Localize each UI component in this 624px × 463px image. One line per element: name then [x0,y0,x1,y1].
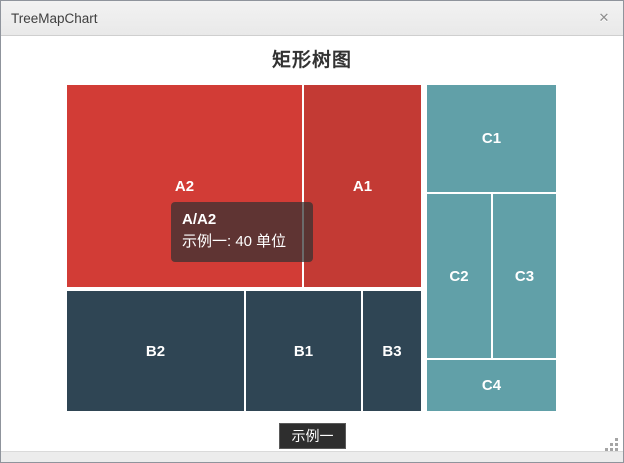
close-icon: ✕ [598,10,610,25]
window-title: TreeMapChart [11,10,98,26]
treemap-node-a1[interactable]: A1 [304,85,421,287]
treemap-node-b3[interactable]: B3 [363,291,421,411]
window-bottom-edge [1,451,623,462]
breadcrumb-legend[interactable]: 示例一 [279,423,346,449]
treemap-node-b2[interactable]: B2 [67,291,244,411]
treemap-node-c1[interactable]: C1 [427,85,556,192]
treemap-node-a2[interactable]: A2 [67,85,302,287]
close-button[interactable]: ✕ [595,9,613,27]
treemap-node-c3[interactable]: C3 [493,194,556,358]
resize-grip[interactable] [605,437,619,451]
treemap-node-c4[interactable]: C4 [427,360,556,411]
chart-title: 矩形树图 [271,50,352,71]
window-titlebar: TreeMapChart ✕ [1,1,623,36]
treemap-node-b1[interactable]: B1 [246,291,361,411]
treemap-node-c2[interactable]: C2 [427,194,491,358]
